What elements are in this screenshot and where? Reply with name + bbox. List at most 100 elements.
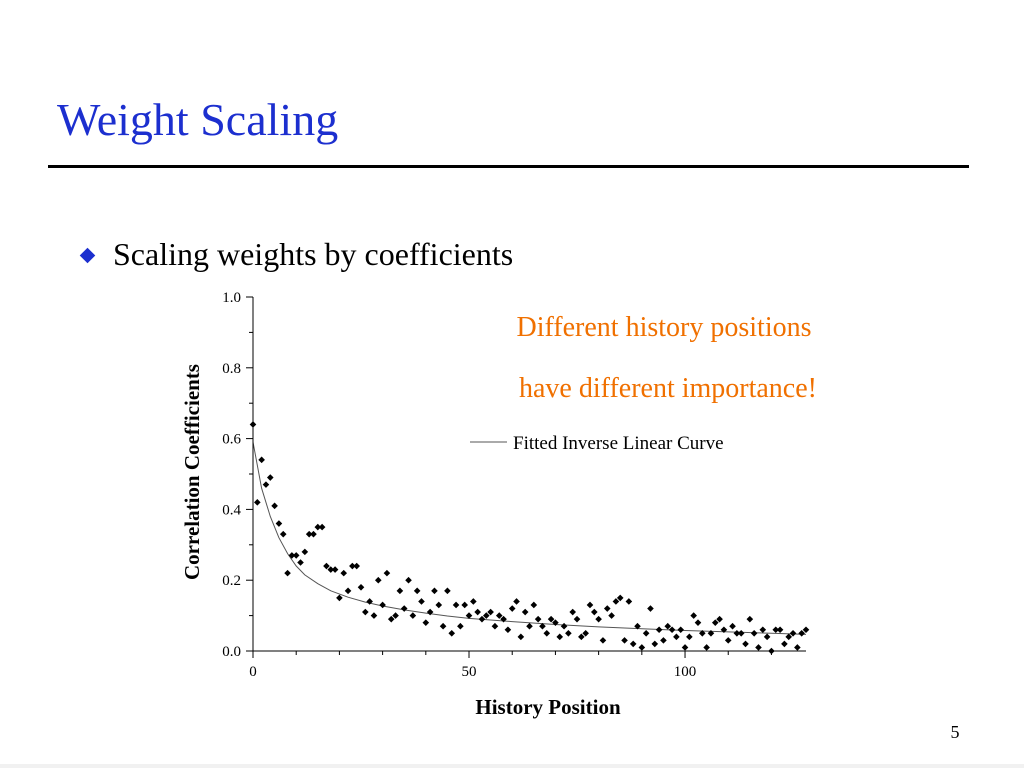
data-point bbox=[763, 633, 771, 641]
data-point bbox=[534, 615, 542, 623]
data-point bbox=[634, 622, 641, 630]
data-point bbox=[547, 615, 555, 623]
data-point bbox=[599, 637, 607, 644]
data-point bbox=[353, 562, 360, 570]
data-point bbox=[556, 633, 564, 641]
data-point bbox=[288, 552, 296, 559]
data-point bbox=[677, 626, 685, 634]
data-point bbox=[513, 598, 520, 605]
y-tick-label: 0.8 bbox=[222, 361, 241, 377]
data-point bbox=[279, 530, 287, 538]
data-point bbox=[284, 569, 291, 577]
data-point bbox=[716, 615, 723, 623]
page-number: 5 bbox=[950, 722, 960, 742]
y-tick-label: 0.4 bbox=[222, 502, 241, 518]
data-point bbox=[478, 615, 486, 623]
data-point bbox=[755, 644, 762, 651]
data-point bbox=[586, 601, 594, 609]
data-point bbox=[660, 637, 667, 644]
data-point bbox=[664, 622, 672, 630]
data-point bbox=[336, 594, 343, 602]
data-point bbox=[647, 605, 654, 612]
data-point bbox=[331, 566, 339, 573]
data-point bbox=[638, 644, 646, 651]
data-point bbox=[452, 601, 460, 609]
data-point bbox=[603, 605, 611, 612]
y-tick-label: 0.2 bbox=[222, 573, 241, 589]
data-point bbox=[772, 626, 780, 634]
data-point bbox=[742, 640, 749, 648]
data-point bbox=[314, 523, 322, 531]
data-point bbox=[798, 630, 805, 637]
data-point bbox=[724, 637, 732, 644]
data-point bbox=[703, 644, 710, 651]
data-point bbox=[392, 612, 399, 619]
y-tick-label: 0.0 bbox=[222, 644, 241, 660]
y-tick-label: 1.0 bbox=[222, 290, 241, 306]
data-point bbox=[444, 587, 451, 595]
data-point bbox=[435, 601, 443, 609]
data-point bbox=[517, 633, 525, 641]
data-point bbox=[426, 608, 434, 616]
data-point bbox=[465, 612, 473, 619]
data-point bbox=[746, 615, 754, 623]
data-point bbox=[504, 626, 512, 634]
data-point bbox=[794, 644, 801, 651]
data-point bbox=[405, 576, 412, 584]
annotation-line-1: Different history positions bbox=[516, 312, 811, 343]
data-point bbox=[374, 576, 382, 584]
data-point bbox=[578, 633, 585, 641]
data-point bbox=[495, 612, 503, 619]
data-point bbox=[305, 530, 313, 538]
data-point bbox=[349, 562, 356, 570]
data-point bbox=[413, 587, 421, 595]
data-point bbox=[616, 594, 624, 602]
data-point bbox=[487, 608, 494, 616]
data-point bbox=[383, 569, 391, 577]
data-point bbox=[310, 530, 317, 538]
data-point bbox=[776, 626, 784, 634]
data-point bbox=[539, 622, 546, 630]
data-point bbox=[258, 456, 265, 464]
data-point bbox=[461, 601, 468, 609]
data-point bbox=[431, 587, 438, 595]
data-point bbox=[362, 608, 369, 616]
data-point bbox=[629, 640, 637, 648]
slide-title: Weight Scaling bbox=[57, 94, 339, 145]
bottom-band bbox=[0, 764, 1024, 768]
data-point bbox=[720, 626, 728, 634]
data-point bbox=[297, 559, 304, 566]
data-point bbox=[750, 630, 758, 637]
data-point bbox=[275, 520, 283, 527]
data-point bbox=[379, 601, 386, 609]
data-point bbox=[759, 626, 767, 634]
data-point bbox=[448, 630, 456, 637]
data-point bbox=[530, 601, 538, 609]
data-point bbox=[560, 622, 568, 630]
data-point bbox=[543, 630, 551, 637]
data-point bbox=[318, 523, 326, 531]
x-axis-title: History Position bbox=[475, 695, 621, 719]
data-point bbox=[323, 562, 330, 570]
data-point bbox=[595, 615, 602, 623]
data-point bbox=[482, 612, 490, 619]
data-point bbox=[621, 637, 628, 644]
data-point bbox=[254, 499, 261, 506]
data-point bbox=[681, 644, 689, 651]
data-point bbox=[418, 598, 425, 605]
title-divider bbox=[48, 165, 969, 168]
data-point bbox=[711, 619, 719, 626]
data-point bbox=[789, 630, 797, 637]
data-point bbox=[565, 630, 572, 637]
data-point bbox=[781, 640, 788, 648]
data-point bbox=[387, 615, 395, 623]
data-point bbox=[470, 598, 477, 605]
data-point bbox=[569, 608, 577, 616]
data-point bbox=[699, 630, 706, 637]
data-point bbox=[737, 630, 745, 637]
data-point bbox=[292, 552, 300, 559]
data-point bbox=[500, 615, 507, 623]
data-point bbox=[396, 587, 404, 595]
data-point bbox=[344, 587, 352, 595]
data-point bbox=[457, 622, 464, 630]
